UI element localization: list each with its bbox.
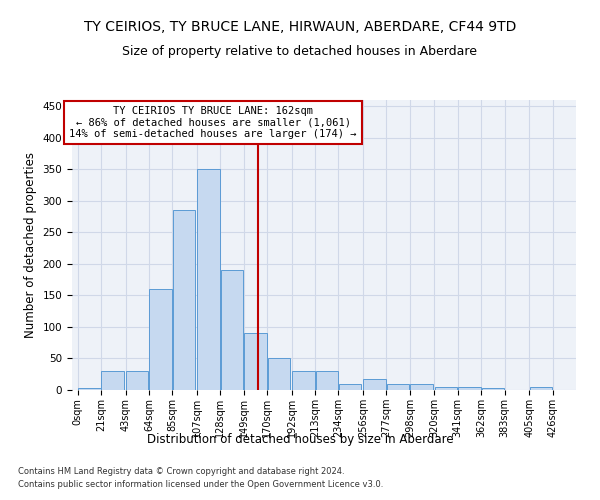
Bar (458, 387, 481, 390)
Text: TY CEIRIOS, TY BRUCE LANE, HIRWAUN, ABERDARE, CF44 9TD: TY CEIRIOS, TY BRUCE LANE, HIRWAUN, ABER… (84, 20, 516, 34)
Text: Size of property relative to detached houses in Aberdare: Size of property relative to detached ho… (122, 45, 478, 58)
Bar (244, 334, 266, 390)
Text: Contains HM Land Registry data © Crown copyright and database right 2024.: Contains HM Land Registry data © Crown c… (18, 468, 344, 476)
Bar (410, 384, 433, 390)
Y-axis label: Number of detached properties: Number of detached properties (24, 152, 37, 338)
Bar (387, 384, 409, 390)
Bar (197, 170, 220, 390)
Bar (221, 270, 243, 390)
Bar (149, 289, 172, 390)
Bar (339, 384, 361, 390)
Text: TY CEIRIOS TY BRUCE LANE: 162sqm
← 86% of detached houses are smaller (1,061)
14: TY CEIRIOS TY BRUCE LANE: 162sqm ← 86% o… (70, 106, 357, 139)
Bar (292, 371, 314, 390)
Text: Distribution of detached houses by size in Aberdare: Distribution of detached houses by size … (146, 432, 454, 446)
Bar (530, 387, 552, 390)
Bar (126, 371, 148, 390)
Bar (482, 388, 504, 390)
Bar (435, 387, 457, 390)
Text: Contains public sector information licensed under the Open Government Licence v3: Contains public sector information licen… (18, 480, 383, 489)
Bar (173, 210, 196, 390)
Bar (268, 358, 290, 390)
Bar (316, 371, 338, 390)
Bar (78, 388, 101, 390)
Bar (101, 371, 124, 390)
Bar (364, 380, 386, 390)
